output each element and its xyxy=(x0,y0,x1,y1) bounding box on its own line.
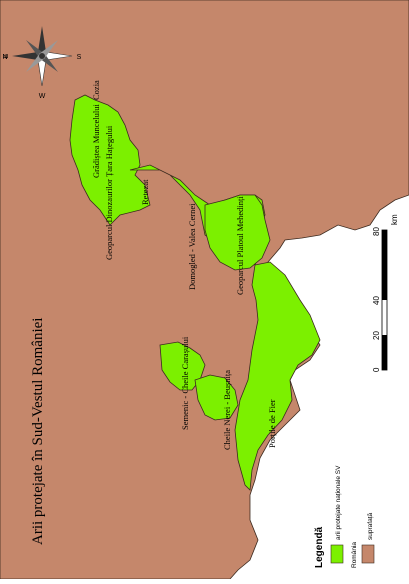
area-labels: Cozia Grădiștea Muncelului Geoparcul Din… xyxy=(91,80,277,450)
compass-center xyxy=(39,53,45,59)
legend-swatch-surface xyxy=(361,544,375,564)
area-label-mehedinti: Geoparcul Platoul Mehedinți xyxy=(235,196,245,295)
legend-label-romania: România xyxy=(351,542,358,568)
area-portile-de-fier xyxy=(234,261,321,491)
compass-label-w: N xyxy=(2,54,7,61)
area-label-domogled: Domogled - Valea Cernei xyxy=(187,203,197,290)
compass-label-s: W xyxy=(39,93,46,100)
area-retezat-hateg xyxy=(69,94,151,226)
scale-tick-20: 20 xyxy=(372,331,381,340)
area-label-semenic: Semenic - Cheile Carașului xyxy=(180,336,190,430)
compass-label-e: S xyxy=(77,54,82,61)
scale-bar: 0 20 40 80 km xyxy=(372,214,399,372)
scale-unit: km xyxy=(390,214,399,225)
area-label-gradistea: Grădiștea Muncelului xyxy=(91,103,101,178)
scale-tick-40: 40 xyxy=(372,296,381,305)
map-title: Arii protejate în Sud-Vestul României xyxy=(30,318,46,545)
area-label-portile: Porțile de Fier xyxy=(267,399,277,448)
protected-areas xyxy=(69,94,321,491)
compass-label-n: E xyxy=(3,53,10,58)
legend-label-surface: suprafață xyxy=(367,513,374,540)
river-line xyxy=(299,239,341,301)
area-label-nerei: Cheile Nerei - Beușnița xyxy=(222,370,232,450)
area-label-retezat: Retezat xyxy=(140,179,150,205)
legend-heading: Legendă xyxy=(314,526,325,568)
scale-tick-80: 80 xyxy=(372,227,381,236)
compass-point-n xyxy=(38,26,46,52)
area-label-cozia: Cozia xyxy=(91,80,101,100)
compass-rose: E N S W xyxy=(2,26,82,100)
area-cheile-nerei xyxy=(194,374,239,421)
area-mehedinti xyxy=(204,194,271,271)
scale-bar-seg xyxy=(382,230,387,300)
area-label-hateg: Geoparcul Dinozaurilor Țara Hațegului xyxy=(104,125,115,260)
scale-bar-seg xyxy=(382,335,387,370)
legend-label-protected: arii protejate naționale SV xyxy=(335,465,342,540)
compass-point-w xyxy=(12,52,38,60)
legend: Legendă arii protejate naționale SV Româ… xyxy=(314,465,375,568)
legend-swatch-protected xyxy=(330,544,344,564)
scale-tick-0: 0 xyxy=(372,367,381,372)
